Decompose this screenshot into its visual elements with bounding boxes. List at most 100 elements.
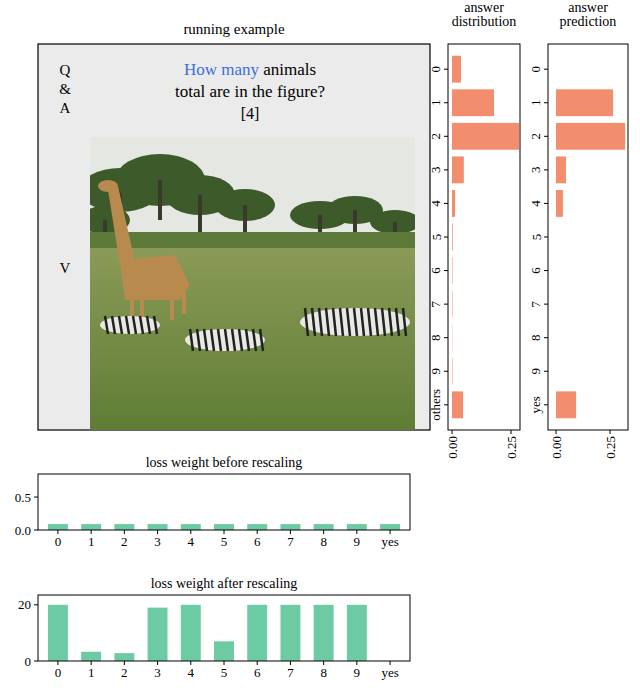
category-label: 3	[154, 534, 161, 549]
category-label: yes	[529, 396, 544, 413]
zebra-stripe	[403, 308, 406, 336]
tick-label: 20	[18, 597, 31, 612]
category-label: 3	[154, 665, 161, 680]
category-label: 4	[188, 534, 195, 549]
category-label: 9	[354, 665, 361, 680]
bush	[90, 232, 415, 248]
title-line: distribution	[452, 14, 517, 29]
zebra-stripe	[105, 316, 108, 334]
tick	[544, 304, 548, 305]
plot-frame	[38, 474, 410, 530]
category-label: 4	[429, 200, 444, 207]
tick	[610, 430, 611, 434]
category-label: 8	[320, 534, 327, 549]
category-label: 2	[429, 133, 444, 140]
category-label: 6	[529, 267, 544, 274]
zebra-stripe	[246, 329, 249, 351]
category-label: 9	[429, 368, 444, 375]
category-label: 7	[429, 300, 444, 307]
category-label: 7	[529, 300, 544, 307]
zebra-stripe	[147, 316, 150, 334]
bar	[347, 524, 367, 530]
category-label: 9	[529, 368, 544, 375]
category-label: 6	[429, 267, 444, 274]
bar	[556, 123, 625, 150]
tick	[444, 337, 448, 338]
plot-frame	[38, 595, 410, 661]
tick	[544, 337, 548, 338]
zebra-stripe	[190, 329, 193, 351]
zebra-stripe	[361, 308, 364, 336]
grass	[90, 240, 415, 430]
bar	[247, 605, 267, 661]
bar	[114, 524, 134, 530]
tick	[34, 497, 38, 498]
giraffe-head	[98, 180, 118, 192]
bar	[452, 391, 463, 418]
tick	[544, 404, 548, 405]
tick	[544, 136, 548, 137]
tree-trunk	[158, 180, 162, 220]
tick-label: 0.00	[445, 436, 460, 459]
tick-label: 0.25	[603, 436, 618, 459]
giraffe-leg	[170, 298, 174, 320]
question-text: total are in the figure?	[175, 82, 325, 101]
tick	[444, 404, 448, 405]
category-label: 0	[55, 534, 62, 549]
category-label: 6	[254, 665, 261, 680]
bar	[452, 156, 464, 183]
zebra-stripe	[119, 316, 122, 334]
bar	[280, 524, 300, 530]
bar	[452, 324, 453, 351]
category-label: 9	[354, 534, 361, 549]
zebra	[100, 316, 160, 334]
zebra-stripe	[389, 308, 392, 336]
zebra-stripe	[225, 329, 228, 351]
bar	[181, 605, 201, 661]
zebra-stripe	[368, 308, 371, 336]
question-highlight: How many	[184, 60, 260, 79]
bar	[148, 608, 168, 661]
tick	[444, 237, 448, 238]
zebra-stripe	[340, 308, 343, 336]
qa-label: &	[59, 81, 71, 97]
bar	[214, 641, 234, 661]
giraffe-neck	[108, 186, 135, 265]
title-line: answer	[464, 0, 504, 15]
tick	[444, 69, 448, 70]
category-label: 4	[529, 200, 544, 207]
bar	[314, 605, 334, 661]
question-line: How many animals	[184, 60, 316, 79]
zebra-stripe	[347, 308, 350, 336]
title-line: prediction	[560, 14, 617, 29]
bars	[452, 56, 519, 419]
category-label: 8	[429, 334, 444, 341]
bar	[556, 89, 613, 116]
bar	[556, 224, 557, 251]
bar	[181, 524, 201, 530]
category-label: 1	[88, 534, 95, 549]
tick	[444, 169, 448, 170]
plot-frame	[448, 44, 520, 430]
tick	[444, 102, 448, 103]
bar	[81, 652, 101, 661]
category-label: 2	[529, 133, 544, 140]
panel-frame	[38, 44, 430, 430]
tick	[444, 136, 448, 137]
zebra-stripe	[133, 316, 136, 334]
category-label: 1	[429, 99, 444, 106]
zebra-stripe	[204, 329, 207, 351]
category-label: 5	[529, 234, 544, 241]
zebra-stripe	[260, 329, 263, 351]
zebra-stripe	[326, 308, 329, 336]
tick-label: 0.0	[15, 523, 31, 538]
qa-label: A	[60, 100, 71, 116]
bar	[81, 524, 101, 530]
tick	[544, 69, 548, 70]
bar	[452, 190, 455, 217]
zebra-stripe	[211, 329, 214, 351]
bar	[452, 291, 453, 318]
zebra-stripe	[319, 308, 322, 336]
bar	[247, 524, 267, 530]
zebra-stripe	[126, 316, 129, 334]
